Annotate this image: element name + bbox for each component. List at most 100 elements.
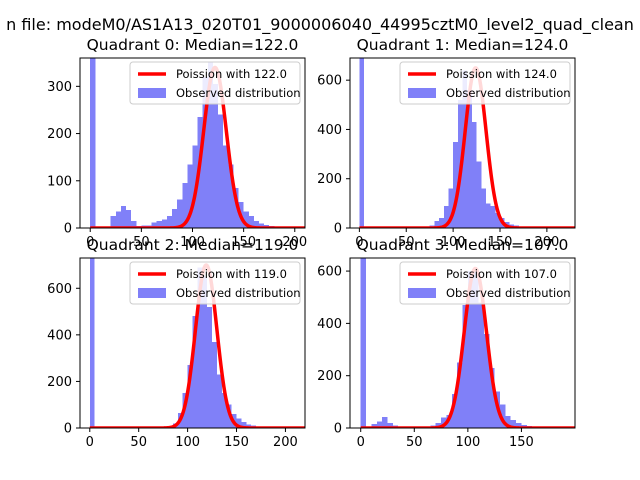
legend-fit-label: Poission with 119.0: [176, 267, 287, 281]
histogram-bar: [248, 216, 254, 228]
histogram-bar: [212, 341, 217, 428]
histogram-bar: [516, 422, 522, 428]
histogram-bar: [371, 424, 377, 428]
histogram-bar: [439, 218, 444, 228]
histogram-bar: [505, 416, 511, 428]
legend-hist-label: Observed distribution: [176, 286, 301, 300]
histogram-bar: [131, 220, 137, 228]
subplot-quadrant-0: 0 50 100 150 200 0 100 200 300 Quadrant 0: Median…: [47, 36, 307, 250]
histogram-bar: [387, 422, 393, 428]
histogram-bar: [89, 258, 95, 428]
legend: Poission with 124.0 Observed distribution: [399, 61, 571, 105]
legend-box: [129, 61, 301, 105]
x-tick-label: 150: [488, 235, 513, 250]
histogram-bar: [467, 271, 474, 428]
subplot-grid: 0 50 100 150 200 0 100 200 300 Quadrant 0: Median…: [47, 36, 576, 450]
subplot-quadrant-1: 0 50 100 150 200 0 200 400 600 Quadrant 1: Median…: [317, 36, 576, 250]
y-tick-label: 100: [47, 174, 72, 189]
histogram-bar: [453, 141, 458, 228]
histogram-bar: [202, 76, 208, 228]
subplot-title: Quadrant 3: Median=107.0: [357, 236, 569, 254]
axes-frame: [349, 57, 576, 229]
histogram-bar: [473, 271, 479, 428]
histogram-bar: [451, 394, 458, 428]
subplot-title: Quadrant 0: Median=122.0: [87, 36, 299, 54]
histogram-bar: [500, 404, 506, 428]
histogram-bar: [258, 223, 265, 228]
legend-box: [399, 261, 571, 305]
legend-hist-swatch: [408, 288, 436, 298]
legend-box: [399, 61, 571, 105]
histogram-bar: [216, 374, 222, 428]
histogram-bar: [212, 83, 219, 228]
histogram-bar: [120, 205, 127, 228]
histogram-bar: [448, 188, 454, 228]
histogram-bar: [187, 365, 193, 428]
poisson-fit-line: [358, 66, 575, 228]
legend-fit-label: Poission with 122.0: [176, 67, 287, 81]
y-tick-label: 400: [317, 123, 342, 138]
y-tick-label: 600: [47, 282, 72, 297]
y-tick-label: 600: [317, 74, 342, 89]
histogram-bar: [166, 216, 173, 228]
x-tick-label: 50: [398, 235, 415, 250]
histogram-bar: [202, 276, 208, 428]
histogram-bar: [207, 306, 213, 428]
subplot-title: Quadrant 1: Median=124.0: [357, 36, 569, 54]
legend-fit-label: Poission with 107.0: [446, 267, 557, 281]
poisson-fit-line: [88, 65, 305, 228]
legend-hist-swatch: [138, 88, 166, 98]
histogram-bar: [359, 58, 365, 228]
subplot-quadrant-3: 0 50 100 150 0 200 400 600 Quadrant 3: Median=10…: [317, 236, 576, 450]
x-tick-label: 100: [180, 235, 205, 250]
x-tick-label: 0: [355, 235, 363, 250]
histogram-bar: [228, 164, 234, 228]
x-tick-label: 150: [509, 435, 534, 450]
histogram-bar: [187, 164, 193, 228]
y-tick-label: 400: [317, 317, 342, 332]
histogram-bar: [467, 90, 472, 228]
legend-fit-label: Poission with 124.0: [446, 67, 557, 81]
y-tick-label: 200: [317, 172, 342, 187]
x-tick-label: 200: [534, 235, 559, 250]
histogram-bar: [490, 205, 496, 228]
histogram-bar: [182, 183, 188, 228]
y-tick-label: 400: [47, 328, 72, 343]
y-tick-label: 0: [64, 422, 72, 437]
histogram-bar: [161, 219, 167, 228]
legend-hist-swatch: [408, 88, 436, 98]
x-tick-label: 50: [130, 435, 147, 450]
histogram-bar: [151, 222, 157, 228]
x-tick-label: 150: [231, 235, 256, 250]
y-tick-label: 300: [47, 80, 72, 95]
x-tick-label: 50: [133, 235, 150, 250]
poisson-fit-line: [88, 263, 305, 428]
x-tick-label: 0: [86, 435, 94, 450]
y-tick-label: 200: [47, 127, 72, 142]
legend-hist-label: Observed distribution: [176, 86, 301, 100]
x-tick-label: 200: [273, 435, 298, 450]
histogram-bar: [233, 187, 239, 228]
histogram-bar: [434, 221, 440, 228]
legend: Poission with 119.0 Observed distribution: [129, 261, 301, 305]
x-tick-label: 100: [455, 435, 480, 450]
histogram-bar: [110, 216, 116, 228]
histogram-bar: [218, 114, 224, 228]
histogram-bar: [241, 422, 247, 428]
x-tick-label: 0: [86, 235, 94, 250]
histogram-bar: [382, 417, 388, 428]
fit-curve-group: [88, 65, 305, 228]
legend: Poission with 122.0 Observed distribution: [129, 61, 301, 105]
legend-box: [129, 261, 301, 305]
histogram-bar: [172, 209, 178, 228]
fit-curve-group: [88, 263, 305, 428]
histogram-bar: [90, 58, 96, 228]
legend-hist-label: Observed distribution: [446, 86, 571, 100]
histogram-bar: [223, 145, 229, 228]
histogram-bar: [489, 367, 495, 428]
y-tick-label: 200: [317, 369, 342, 384]
legend-hist-label: Observed distribution: [446, 286, 571, 300]
y-tick-label: 0: [334, 422, 342, 437]
legend: Poission with 107.0 Observed distribution: [399, 261, 571, 305]
histogram-bar: [207, 62, 213, 228]
